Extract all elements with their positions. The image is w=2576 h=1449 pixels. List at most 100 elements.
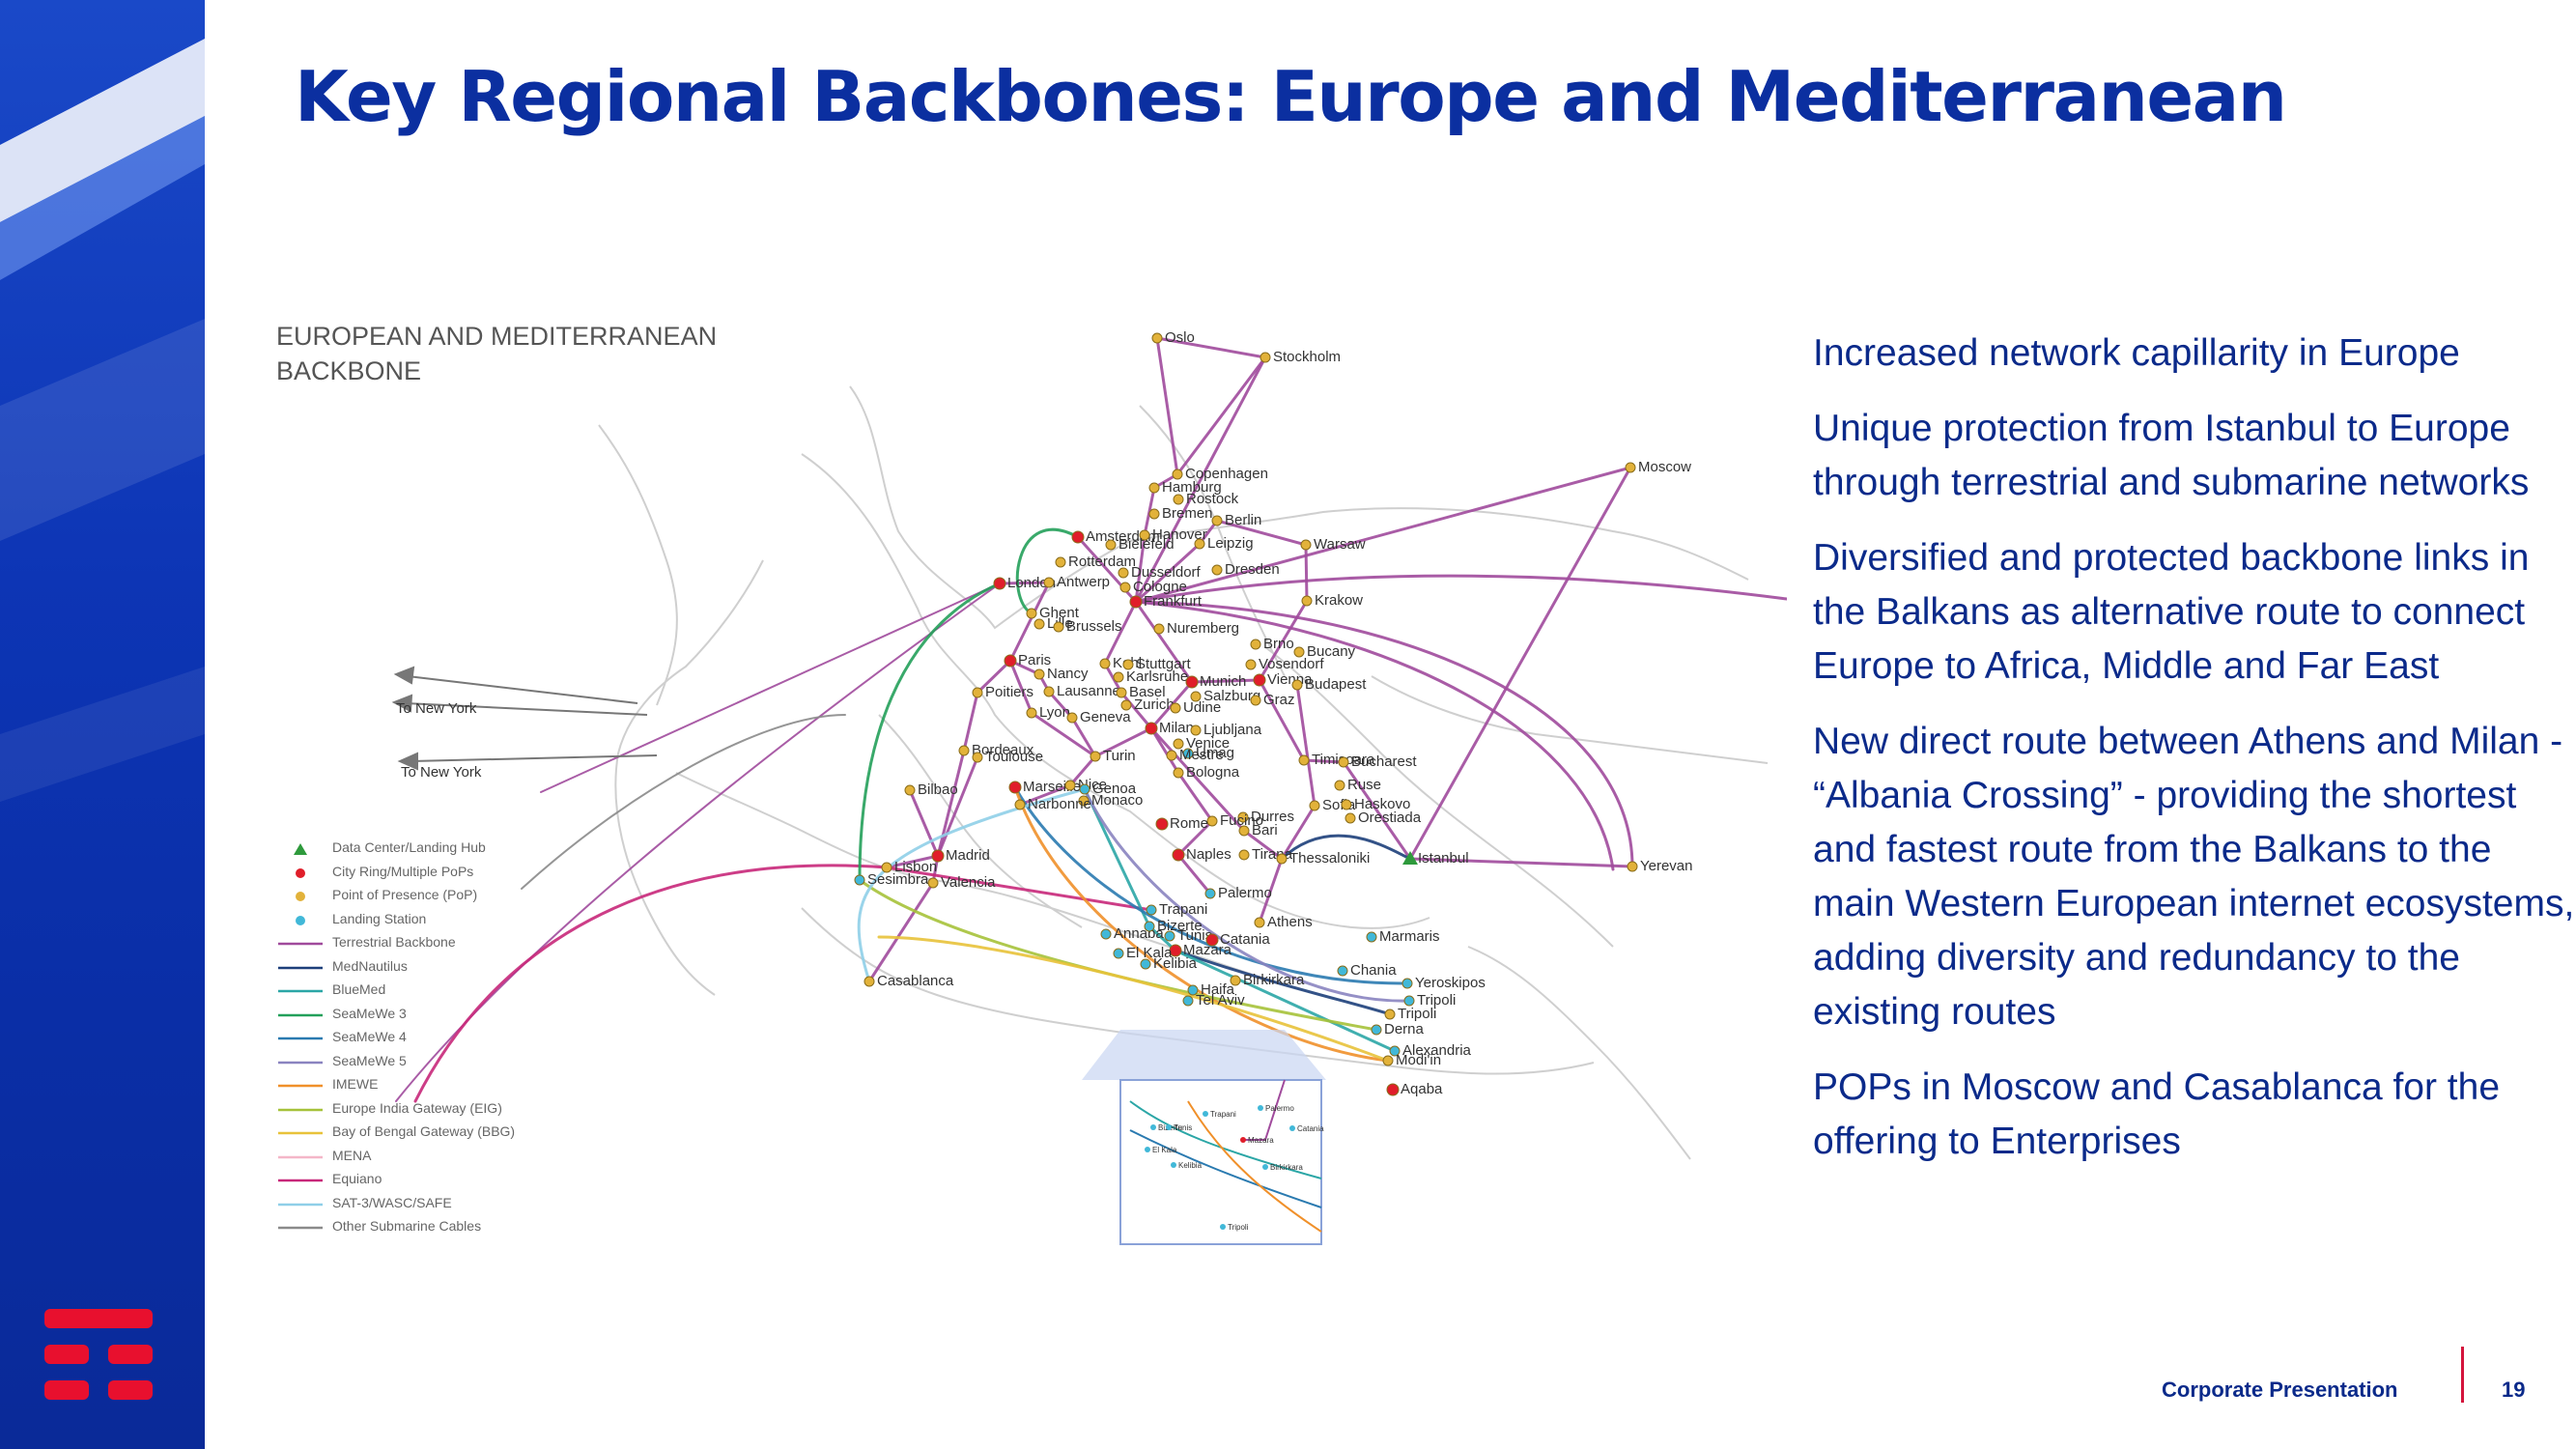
pop-marker-icon — [1113, 671, 1124, 683]
city-label: Bordeaux — [972, 742, 1034, 758]
city-label: Birkirkara — [1243, 972, 1305, 988]
inset-marker-icon — [1220, 1224, 1226, 1230]
landing-marker-icon — [1100, 928, 1112, 940]
city-label: Lisbon — [894, 859, 937, 875]
pop-marker-icon — [1190, 724, 1202, 736]
highlight-bullets: Increased network capillarity in Europe … — [1813, 327, 2576, 1190]
pop-marker-icon — [1118, 567, 1129, 579]
city-el-kala: El Kala — [1113, 945, 1173, 961]
city-label: Ruse — [1347, 777, 1381, 793]
city-label: Orestiada — [1358, 810, 1422, 826]
pop-marker-icon — [1166, 750, 1177, 761]
legend-label: Bay of Bengal Gateway (BBG) — [332, 1123, 516, 1139]
pop-marker-icon — [1122, 659, 1134, 670]
city-cologne: Cologne — [1119, 579, 1187, 595]
city-karlsruhe: Karlsruhe — [1113, 668, 1188, 685]
legend-label: Point of Presence (PoP) — [332, 887, 478, 902]
route-27 — [413, 864, 1153, 1103]
city-label: Athens — [1267, 914, 1313, 930]
city-label: Berlin — [1225, 512, 1261, 528]
inset-city-tripoli: Tripoli — [1220, 1223, 1249, 1232]
landing-marker-icon — [1146, 904, 1157, 916]
pop-marker-icon — [1625, 462, 1636, 473]
dot-swatch-icon — [296, 915, 305, 925]
city-label: Copenhagen — [1185, 466, 1268, 482]
city-label: Ghent — [1039, 605, 1080, 621]
city-lyon: Lyon — [1026, 704, 1070, 721]
city-label: Rotterdam — [1068, 554, 1136, 570]
city-monaco: Monaco — [1078, 792, 1143, 809]
legend-label: Equiano — [332, 1171, 382, 1186]
city-umag: Umag — [1182, 745, 1234, 761]
pop-marker-icon — [1105, 539, 1117, 551]
route-26 — [395, 582, 1001, 1102]
landing-marker-icon — [1371, 1024, 1382, 1036]
city-label: Bari — [1252, 822, 1278, 838]
city-label: Leipzig — [1207, 535, 1254, 552]
route-33 — [1013, 785, 1409, 985]
city-naples: Naples — [1172, 846, 1231, 863]
legend-label: MedNautilus — [332, 957, 408, 974]
city-bucharest: Bucharest — [1338, 753, 1417, 770]
inset-marker-icon — [1150, 1124, 1156, 1130]
city-label: Frankfurt — [1144, 593, 1203, 610]
city-berlin: Berlin — [1211, 512, 1261, 528]
city-tripoli: Tripoli — [1384, 1006, 1436, 1022]
pop-marker-icon — [881, 862, 892, 873]
inset-city-el-kala: El Kala — [1145, 1146, 1177, 1154]
city-rotterdam: Rotterdam — [1055, 554, 1136, 570]
ring-marker-icon — [993, 577, 1006, 590]
bullet-3: Diversified and protected backbone links… — [1813, 537, 2530, 687]
city-bremen: Bremen — [1148, 505, 1213, 522]
landing-marker-icon — [1113, 948, 1124, 959]
inset-marker-icon — [1240, 1137, 1246, 1143]
city-label: Sesimbra — [867, 871, 929, 888]
legend-label: IMEWE — [332, 1076, 379, 1092]
inset-marker-icon — [1258, 1105, 1263, 1111]
city-udine: Udine — [1170, 699, 1221, 716]
pop-marker-icon — [1053, 621, 1064, 633]
city-hanover: Hanover — [1139, 526, 1207, 543]
city-label: Venice — [1186, 735, 1230, 752]
city-rostock: Rostock — [1173, 491, 1239, 507]
ring-marker-icon — [1169, 944, 1182, 957]
city-label: Alexandria — [1402, 1042, 1472, 1059]
pop-marker-icon — [904, 784, 916, 796]
pop-marker-icon — [1173, 767, 1184, 779]
city-label: Naples — [1186, 846, 1231, 863]
city-thessaloniki: Thessaloniki — [1276, 850, 1370, 867]
ring-marker-icon — [931, 849, 945, 863]
city-oslo: Oslo — [1151, 329, 1195, 346]
city-label: Derna — [1384, 1021, 1425, 1037]
route-5 — [1215, 519, 1309, 682]
city-label: Rostock — [1186, 491, 1239, 507]
inset-marker-icon — [1203, 1111, 1208, 1117]
pop-marker-icon — [1090, 751, 1101, 762]
city-label: Geneva — [1080, 709, 1131, 725]
city-sesimbra: Sesimbra — [854, 871, 929, 888]
city-athens: Athens — [1254, 914, 1313, 930]
landing-marker-icon — [1401, 978, 1413, 989]
city-label: Valencia — [941, 874, 996, 891]
ring-marker-icon — [1253, 673, 1266, 687]
city-label: Kelibia — [1153, 955, 1198, 972]
city-label: Catania — [1220, 931, 1270, 948]
city-derna: Derna — [1371, 1021, 1425, 1037]
pop-marker-icon — [1026, 707, 1037, 719]
pop-marker-icon — [1078, 795, 1090, 807]
bullet-4: New direct route between Athens and Mila… — [1813, 721, 2575, 1033]
city-label: Udine — [1183, 699, 1221, 716]
bullet-5: POPs in Moscow and Casablanca for the of… — [1813, 1066, 2501, 1162]
inset-city-tunis: Tunis — [1166, 1123, 1192, 1132]
city-label: Haskovo — [1354, 796, 1410, 812]
route-3 — [1134, 355, 1267, 604]
landing-marker-icon — [1337, 965, 1348, 977]
landing-marker-icon — [1187, 984, 1199, 996]
bullet-2: Unique protection from Istanbul to Europ… — [1813, 408, 2530, 503]
pop-marker-icon — [1230, 975, 1241, 986]
city-salzburg: Salzburg — [1190, 688, 1260, 704]
pop-marker-icon — [1194, 538, 1205, 550]
inset-city-label: Tripoli — [1228, 1223, 1249, 1232]
to-new-york-label-2: To New York — [401, 764, 482, 781]
inset-route-4 — [1243, 1079, 1286, 1141]
